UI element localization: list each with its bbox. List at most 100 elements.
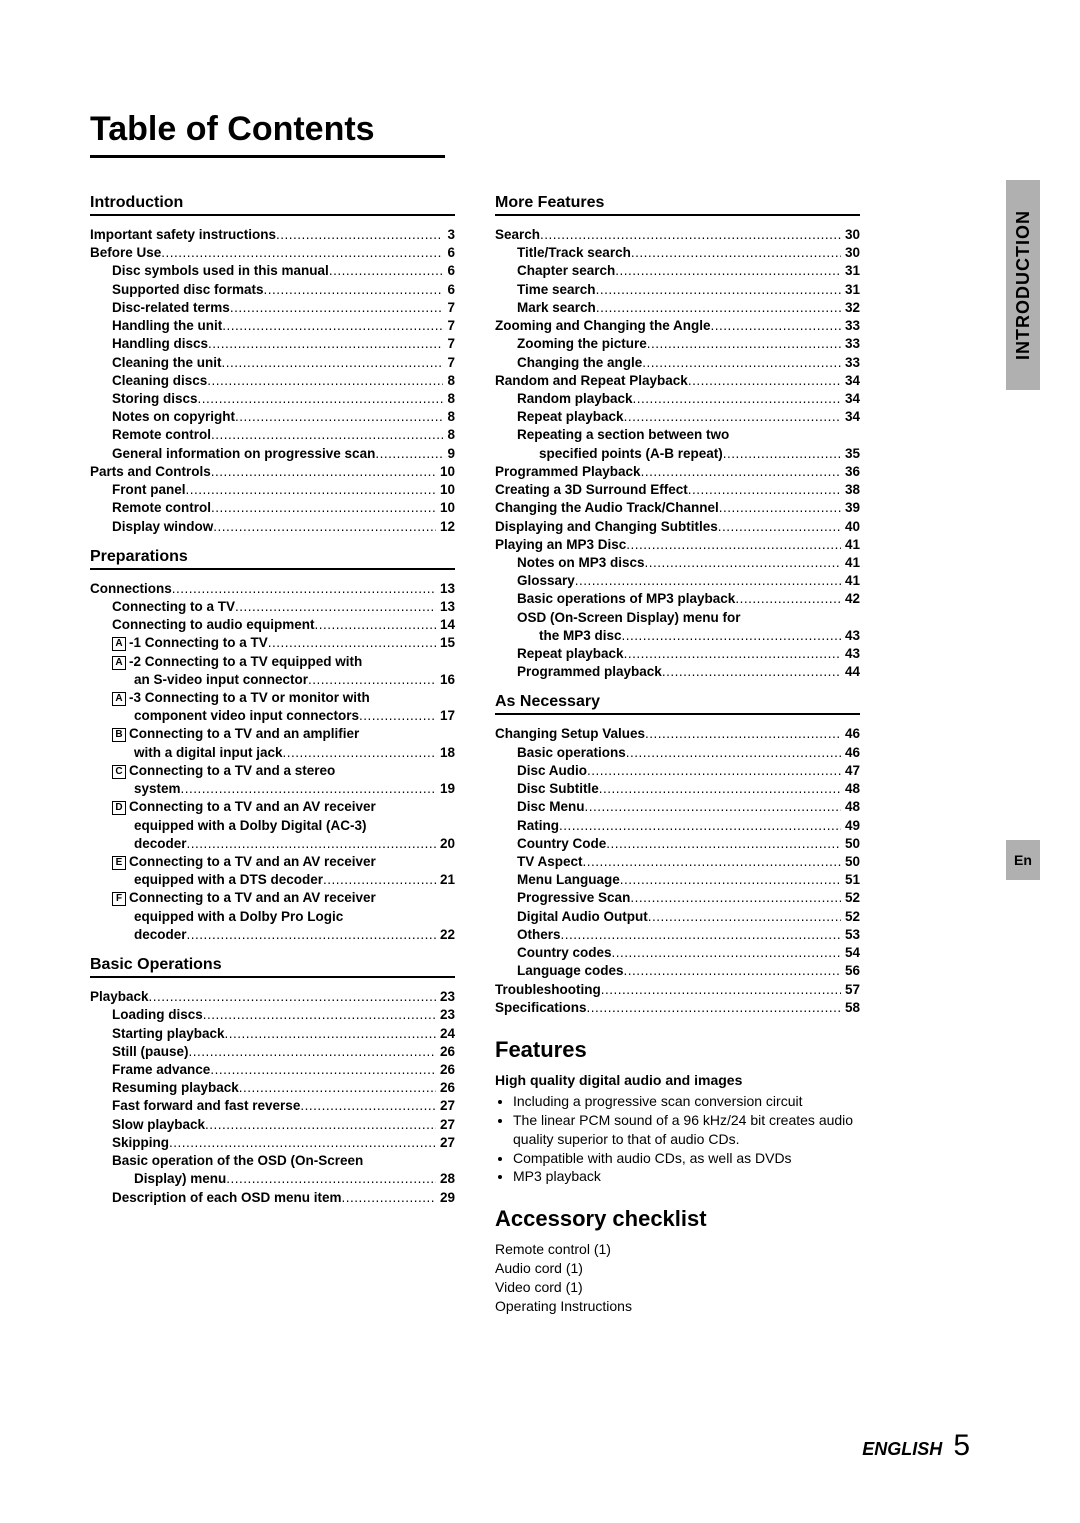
toc-text: Handling the unit bbox=[112, 318, 222, 333]
toc-page-number: 26 bbox=[436, 1079, 455, 1097]
toc-leader-dots bbox=[187, 835, 436, 853]
toc-row: Display window 12 bbox=[90, 518, 455, 536]
toc-text: Slow playback bbox=[112, 1117, 205, 1132]
toc-page-number: 6 bbox=[443, 244, 455, 262]
toc-leader-dots bbox=[342, 1189, 436, 1207]
toc-leader-dots bbox=[198, 390, 444, 408]
toc-block: Search 30Title/Track search 30Chapter se… bbox=[495, 226, 860, 681]
toc-text: Troubleshooting bbox=[495, 982, 601, 997]
toc-text: component video input connectors bbox=[134, 708, 359, 723]
toc-leader-dots bbox=[181, 780, 436, 798]
toc-leader-dots bbox=[308, 671, 436, 689]
toc-page-number: 31 bbox=[841, 281, 860, 299]
toc-row: Storing discs 8 bbox=[90, 390, 455, 408]
side-tab-introduction: INTRODUCTION bbox=[1006, 180, 1040, 390]
toc-leader-dots bbox=[626, 536, 841, 554]
page: INTRODUCTION En Table of Contents Introd… bbox=[0, 0, 1080, 1523]
toc-text: Changing Setup Values bbox=[495, 726, 645, 741]
toc-row: Cleaning discs 8 bbox=[90, 372, 455, 390]
toc-row: Important safety instructions 3 bbox=[90, 226, 455, 244]
toc-row: with a digital input jack 18 bbox=[90, 744, 455, 762]
toc-label: an S-video input connector bbox=[134, 671, 308, 689]
toc-row: Display) menu 28 bbox=[90, 1170, 455, 1188]
toc-page-number: 34 bbox=[841, 390, 860, 408]
toc-row: decoder 20 bbox=[90, 835, 455, 853]
toc-page-number: 52 bbox=[841, 908, 860, 926]
toc-row: Basic operations 46 bbox=[495, 744, 860, 762]
toc-leader-dots bbox=[203, 1006, 436, 1024]
toc-text: Changing the angle bbox=[517, 355, 642, 370]
toc-row: Connecting to audio equipment 14 bbox=[90, 616, 455, 634]
toc-text: Changing the Audio Track/Channel bbox=[495, 500, 719, 515]
toc-text: Playing an MP3 Disc bbox=[495, 537, 626, 552]
toc-leader-dots bbox=[585, 798, 841, 816]
toc-row: Country codes 54 bbox=[495, 944, 860, 962]
toc-page-number: 43 bbox=[841, 645, 860, 663]
toc-page-number: 3 bbox=[443, 226, 455, 244]
toc-row: equipped with a Dolby Pro Logic bbox=[90, 908, 455, 926]
toc-row: Country Code 50 bbox=[495, 835, 860, 853]
toc-leader-dots bbox=[226, 1170, 436, 1188]
toc-leader-dots bbox=[596, 299, 841, 317]
toc-text: -3 Connecting to a TV or monitor with bbox=[129, 690, 370, 705]
toc-text: decoder bbox=[134, 836, 187, 851]
toc-label: EConnecting to a TV and an AV receiver bbox=[112, 853, 376, 871]
section-heading: Introduction bbox=[90, 194, 455, 216]
toc-text: Others bbox=[517, 927, 561, 942]
toc-row: Search 30 bbox=[495, 226, 860, 244]
toc-row: Repeat playback 34 bbox=[495, 408, 860, 426]
left-column: Introduction Important safety instruction… bbox=[90, 182, 455, 1316]
toc-page-number: 46 bbox=[841, 725, 860, 743]
toc-leader-dots bbox=[268, 634, 436, 652]
toc-page-number: 13 bbox=[436, 598, 455, 616]
toc-label: Menu Language bbox=[517, 871, 620, 889]
toc-row: Remote control 10 bbox=[90, 499, 455, 517]
toc-text: equipped with a Dolby Pro Logic bbox=[134, 909, 343, 924]
toc-label: Repeating a section between two bbox=[517, 426, 729, 444]
toc-page-number: 42 bbox=[841, 590, 860, 608]
toc-page-number: 30 bbox=[841, 244, 860, 262]
toc-text: Creating a 3D Surround Effect bbox=[495, 482, 688, 497]
toc-text: Remote control bbox=[112, 500, 211, 515]
toc-label: Changing Setup Values bbox=[495, 725, 645, 743]
toc-label: DConnecting to a TV and an AV receiver bbox=[112, 798, 376, 816]
toc-leader-dots bbox=[211, 499, 436, 517]
toc-page-number: 6 bbox=[443, 281, 455, 299]
toc-row: the MP3 disc 43 bbox=[495, 627, 860, 645]
toc-row: Notes on MP3 discs 41 bbox=[495, 554, 860, 572]
toc-label: Notes on MP3 discs bbox=[517, 554, 645, 572]
toc-page-number: 40 bbox=[841, 518, 860, 536]
toc-row: Playing an MP3 Disc 41 bbox=[495, 536, 860, 554]
toc-label: Remote control bbox=[112, 499, 211, 517]
toc-row: Fast forward and fast reverse 27 bbox=[90, 1097, 455, 1115]
toc-label: Creating a 3D Surround Effect bbox=[495, 481, 688, 499]
toc-text: Connecting to a TV and an AV receiver bbox=[129, 799, 376, 814]
toc-text: Language codes bbox=[517, 963, 624, 978]
footer-page-number: 5 bbox=[953, 1429, 970, 1462]
toc-label: Connecting to a TV bbox=[112, 598, 235, 616]
toc-row: OSD (On-Screen Display) menu for bbox=[495, 609, 860, 627]
toc-row: General information on progressive scan … bbox=[90, 445, 455, 463]
toc-text: with a digital input jack bbox=[134, 745, 283, 760]
toc-leader-dots bbox=[620, 871, 841, 889]
box-letter-icon: A bbox=[112, 692, 126, 706]
features-heading: Features bbox=[495, 1037, 860, 1063]
toc-text: Random playback bbox=[517, 391, 633, 406]
toc-label: Skipping bbox=[112, 1134, 169, 1152]
toc-label: Search bbox=[495, 226, 540, 244]
toc-page-number: 44 bbox=[841, 663, 860, 681]
toc-text: Repeating a section between two bbox=[517, 427, 729, 442]
toc-label: Display window bbox=[112, 518, 213, 536]
toc-label: Fast forward and fast reverse bbox=[112, 1097, 300, 1115]
toc-leader-dots bbox=[622, 627, 841, 645]
toc-row: Glossary 41 bbox=[495, 572, 860, 590]
toc-label: Disc-related terms bbox=[112, 299, 230, 317]
toc-text: Disc Audio bbox=[517, 763, 587, 778]
toc-leader-dots bbox=[359, 707, 436, 725]
toc-block: Playback 23Loading discs 23Starting play… bbox=[90, 988, 455, 1207]
toc-page-number: 31 bbox=[841, 262, 860, 280]
box-letter-icon: E bbox=[112, 856, 126, 870]
toc-leader-dots bbox=[211, 463, 436, 481]
toc-label: A-1 Connecting to a TV bbox=[112, 634, 268, 652]
toc-text: Basic operations of MP3 playback bbox=[517, 591, 735, 606]
